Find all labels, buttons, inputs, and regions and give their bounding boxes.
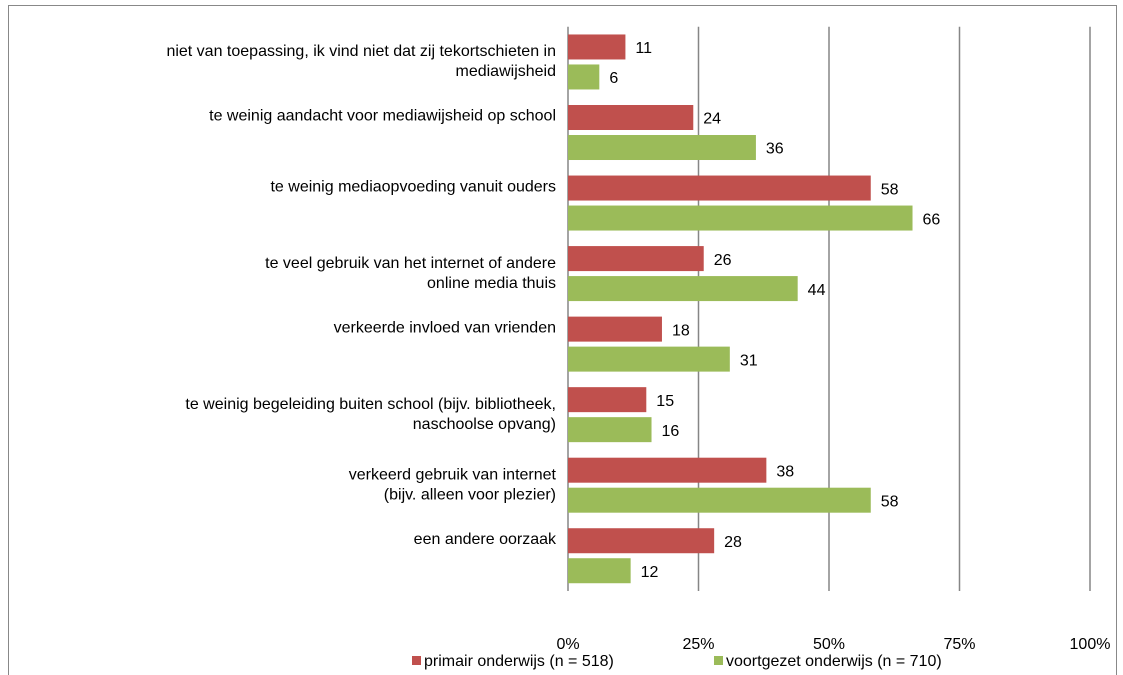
bar (568, 34, 626, 60)
value-label: 15 (656, 393, 674, 410)
bar (568, 64, 600, 90)
value-label: 16 (662, 423, 680, 440)
value-label: 28 (724, 534, 742, 551)
bar (568, 316, 662, 342)
bar (568, 105, 694, 131)
legend-swatch (412, 656, 421, 665)
y-tick-label: online media thuis (427, 275, 556, 292)
value-label: 12 (641, 564, 659, 581)
x-tick-label: 100% (1070, 636, 1111, 653)
y-tick-label: te veel gebruik van het internet of ande… (265, 255, 556, 272)
value-label: 31 (740, 352, 758, 369)
y-tick-label: verkeerd gebruik van internet (349, 466, 557, 483)
value-label: 18 (672, 322, 690, 339)
bar (568, 487, 871, 513)
value-label: 36 (766, 141, 784, 158)
y-tick-label: niet van toepassing, ik vind niet dat zi… (166, 43, 556, 60)
bar (568, 528, 715, 554)
y-tick-label: (bijv. alleen voor plezier) (384, 486, 556, 503)
y-tick-label: een andere oorzaak (414, 531, 557, 548)
y-tick-label: verkeerde invloed van vrienden (334, 319, 556, 336)
x-tick-label: 50% (813, 636, 845, 653)
bar (568, 135, 756, 161)
chart-frame (8, 5, 1117, 675)
bar (568, 457, 767, 483)
value-label: 44 (808, 282, 826, 299)
bar (568, 246, 704, 272)
bar (568, 417, 652, 443)
value-label: 24 (703, 111, 721, 128)
legend-label: primair onderwijs (n = 518) (424, 653, 614, 670)
y-tick-label: te weinig mediaopvoeding vanuit ouders (270, 178, 556, 195)
y-tick-label: mediawijsheid (456, 63, 557, 80)
bar (568, 205, 913, 231)
legend-label: voortgezet onderwijs (n = 710) (726, 653, 942, 670)
value-label: 38 (776, 463, 794, 480)
bar (568, 175, 871, 201)
bar (568, 276, 798, 302)
value-label: 6 (609, 70, 618, 87)
bar (568, 558, 631, 584)
legend-swatch (714, 656, 723, 665)
bar (568, 346, 730, 372)
value-label: 11 (635, 40, 652, 57)
y-tick-label: te weinig begeleiding buiten school (bij… (185, 396, 556, 413)
value-label: 26 (714, 252, 732, 269)
value-label: 58 (881, 493, 899, 510)
value-label: 66 (923, 211, 941, 228)
y-tick-label: naschoolse opvang) (413, 416, 556, 433)
y-tick-label: te weinig aandacht voor mediawijsheid op… (209, 108, 556, 125)
x-tick-label: 75% (943, 636, 975, 653)
x-tick-label: 0% (556, 636, 579, 653)
value-label: 58 (881, 181, 899, 198)
x-tick-label: 25% (682, 636, 714, 653)
bar (568, 387, 647, 413)
